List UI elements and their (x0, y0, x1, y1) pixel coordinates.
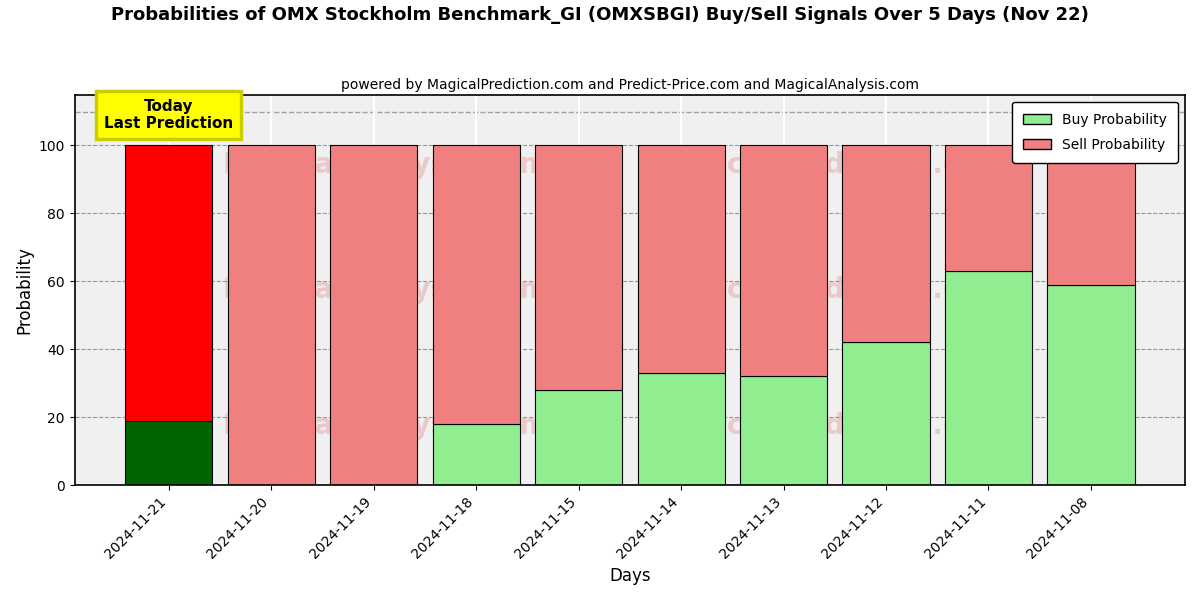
Bar (842, 145, 930, 343)
Bar (944, 145, 1032, 271)
Bar (228, 145, 314, 485)
Legend: Buy Probability, Sell Probability: Buy Probability, Sell Probability (1012, 101, 1178, 163)
Bar (1048, 145, 1134, 285)
Text: MagicalAnalysis.com: MagicalAnalysis.com (222, 412, 548, 440)
Text: MagicalAnalysis.com: MagicalAnalysis.com (222, 276, 548, 304)
Bar (637, 145, 725, 373)
Text: MagicalPrediction.com: MagicalPrediction.com (652, 276, 1008, 304)
Bar (125, 145, 212, 421)
Bar (637, 373, 725, 485)
X-axis label: Days: Days (610, 567, 650, 585)
Bar (535, 145, 622, 390)
Text: Today
Last Prediction: Today Last Prediction (104, 99, 233, 131)
Bar (740, 376, 827, 485)
Bar (842, 343, 930, 485)
Text: MagicalPrediction.com: MagicalPrediction.com (652, 412, 1008, 440)
Y-axis label: Probability: Probability (16, 246, 34, 334)
Text: Probabilities of OMX Stockholm Benchmark_GI (OMXSBGI) Buy/Sell Signals Over 5 Da: Probabilities of OMX Stockholm Benchmark… (112, 6, 1088, 24)
Bar (432, 424, 520, 485)
Text: MagicalAnalysis.com: MagicalAnalysis.com (222, 151, 548, 179)
Bar (535, 390, 622, 485)
Bar (330, 145, 418, 485)
Bar (1048, 285, 1134, 485)
Text: MagicalPrediction.com: MagicalPrediction.com (652, 151, 1008, 179)
Title: powered by MagicalPrediction.com and Predict-Price.com and MagicalAnalysis.com: powered by MagicalPrediction.com and Pre… (341, 78, 919, 92)
Bar (125, 421, 212, 485)
Bar (432, 145, 520, 424)
Bar (740, 145, 827, 376)
Bar (944, 271, 1032, 485)
